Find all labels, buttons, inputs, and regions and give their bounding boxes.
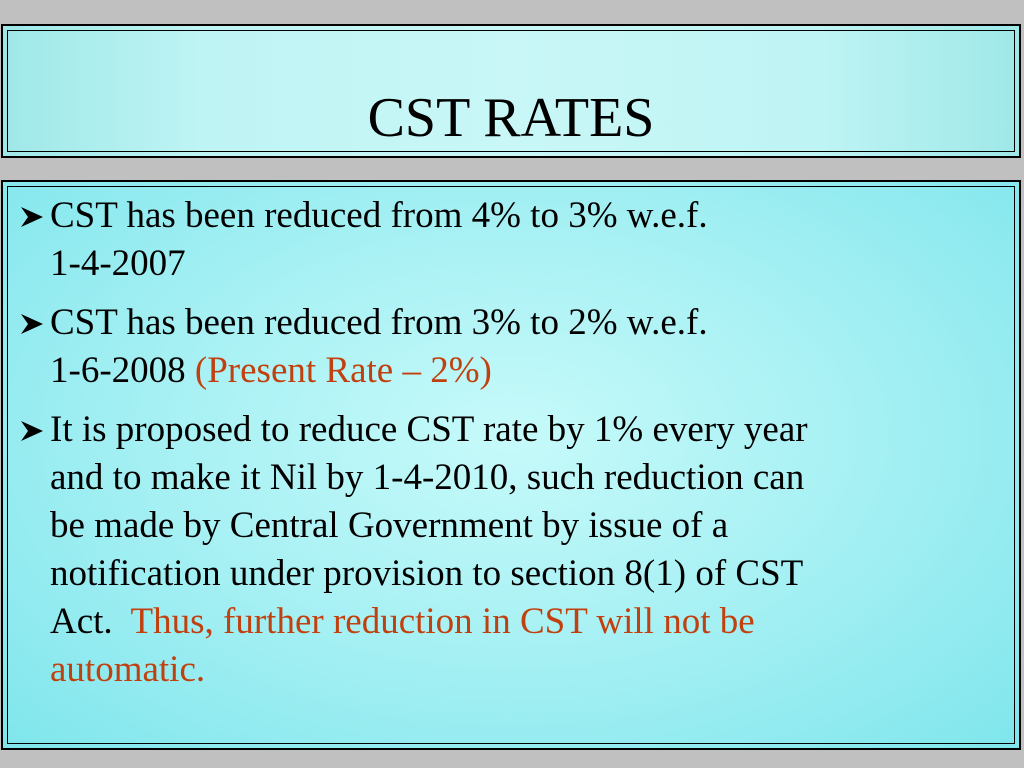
reduction-note-highlight: Thus, further reduction in CST will not … (130, 601, 755, 642)
title-box: CST RATES (1, 24, 1021, 158)
bullet-item: CST has been reduced from 3% to 2% w.e.f… (3, 299, 999, 395)
bullet-text: and to make it Nil by 1-4-2010, such red… (50, 457, 805, 498)
bullet-text: It is proposed to reduce CST rate by 1% … (50, 409, 808, 450)
arrow-bullet-icon (21, 421, 43, 441)
bullet-text: Act. (50, 601, 113, 642)
title-inner-frame (7, 30, 1015, 152)
bullet-text: CST has been reduced from 4% to 3% w.e.f… (50, 195, 708, 236)
content-inner-frame (7, 186, 1015, 744)
bullet-text: 1-6-2008 (50, 350, 186, 391)
bullet-item: CST has been reduced from 4% to 3% w.e.f… (3, 192, 999, 288)
reduction-note-highlight: automatic. (50, 649, 206, 690)
present-rate-highlight: (Present Rate – 2%) (194, 350, 492, 391)
bullet-text: CST has been reduced from 3% to 2% w.e.f… (50, 302, 708, 343)
bullet-text: be made by Central Government by issue o… (50, 505, 729, 546)
content-box: CST has been reduced from 4% to 3% w.e.f… (1, 180, 1021, 750)
arrow-bullet-icon (21, 207, 43, 227)
bullet-list: CST has been reduced from 4% to 3% w.e.f… (3, 192, 999, 705)
bullet-item: It is proposed to reduce CST rate by 1% … (3, 406, 999, 694)
bullet-text: 1-4-2007 (50, 243, 186, 284)
bullet-text: notification under provision to section … (50, 553, 804, 594)
slide-title: CST RATES (367, 87, 655, 149)
arrow-bullet-icon (21, 314, 43, 334)
